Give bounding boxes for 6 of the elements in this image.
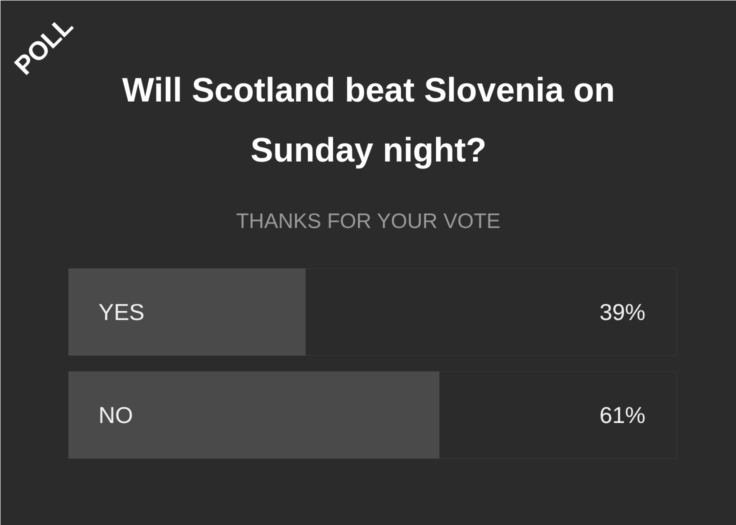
- chart-title: Will Scotland beat Slovenia on Sunday night?: [122, 72, 615, 170]
- chart-subtitle: THANKS FOR YOUR VOTE: [236, 210, 501, 233]
- y-tick-label: NO: [98, 402, 133, 428]
- data-label: 61%: [599, 402, 646, 428]
- y-tick-label: YES: [98, 299, 145, 325]
- data-label: 39%: [599, 299, 646, 325]
